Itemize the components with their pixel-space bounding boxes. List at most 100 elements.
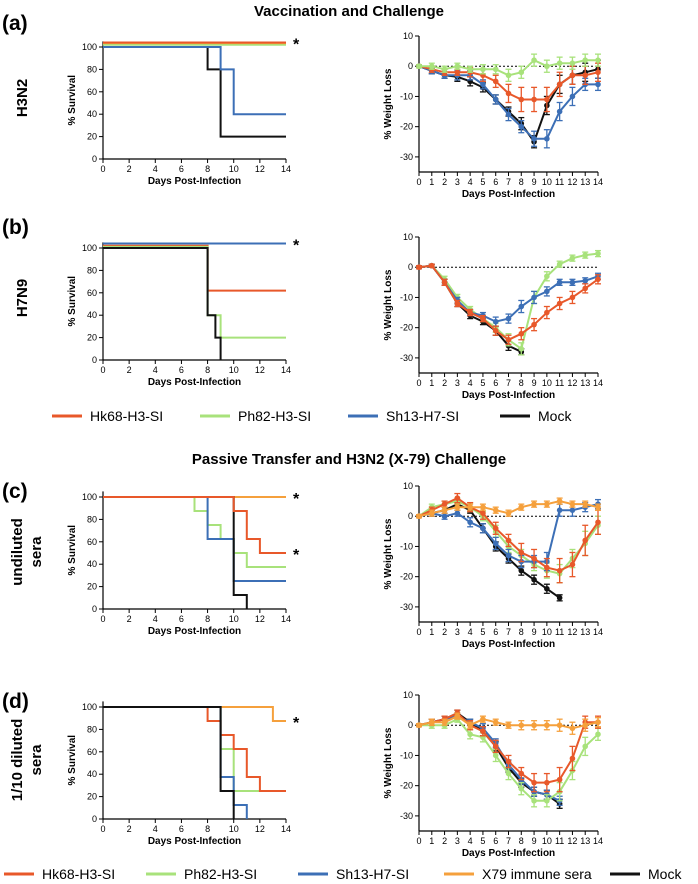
x-tick-label: 4 xyxy=(468,378,473,388)
x-axis-label: Days Post-Infection xyxy=(148,626,241,637)
x-tick-label: 3 xyxy=(455,177,460,187)
y-tick-label: -20 xyxy=(400,323,413,333)
data-point xyxy=(467,309,473,316)
y-tick-label: 10 xyxy=(403,690,413,700)
x-tick-label: 8 xyxy=(205,824,210,834)
data-point xyxy=(518,549,525,556)
y-tick-label: -30 xyxy=(400,602,413,612)
y-tick-label: 60 xyxy=(87,288,97,298)
x-tick-label: 7 xyxy=(506,177,511,187)
data-point xyxy=(492,96,499,103)
y-tick-label: -10 xyxy=(400,292,413,302)
x-tick-label: 2 xyxy=(442,177,447,187)
x-tick-label: 0 xyxy=(100,365,105,375)
x-tick-label: 4 xyxy=(153,365,158,375)
data-point xyxy=(544,273,550,280)
y-tick-label: -10 xyxy=(400,91,413,101)
data-point xyxy=(467,66,473,73)
survival-line xyxy=(103,706,286,792)
weight-line xyxy=(418,711,561,805)
y-tick-label: 80 xyxy=(87,265,97,275)
survival-line xyxy=(103,706,286,722)
legend-item-Sh13: Sh13-H7-SI xyxy=(348,408,459,424)
data-point xyxy=(480,315,486,322)
row-label-b: H7N9 xyxy=(14,279,31,317)
data-point xyxy=(531,96,537,103)
x-tick-label: 14 xyxy=(593,177,603,187)
data-point xyxy=(441,513,448,520)
x-tick-label: 2 xyxy=(442,627,447,637)
y-tick-label: 0 xyxy=(408,61,413,71)
x-tick-label: 2 xyxy=(127,824,132,834)
x-tick-label: 8 xyxy=(205,365,210,375)
x-tick-label: 14 xyxy=(281,164,291,174)
series-Ph82 xyxy=(103,496,286,568)
data-point xyxy=(569,561,576,568)
x-tick-label: 6 xyxy=(493,378,498,388)
data-point xyxy=(569,93,576,100)
x-tick-label: 13 xyxy=(580,378,590,388)
x-tick-label: 0 xyxy=(416,627,421,637)
data-point xyxy=(505,770,512,777)
series-Hk68 xyxy=(416,492,601,584)
data-point xyxy=(569,60,576,66)
data-point xyxy=(454,713,461,719)
series-X79 xyxy=(416,497,601,520)
data-point xyxy=(569,255,576,261)
x-axis-label: Days Post-Infection xyxy=(462,639,555,650)
row-label-a: H3N2 xyxy=(14,79,31,117)
data-point xyxy=(556,300,563,307)
series-Mock xyxy=(103,247,222,360)
data-point xyxy=(441,501,448,507)
y-tick-label: 0 xyxy=(408,720,413,730)
data-point xyxy=(467,731,473,738)
data-point xyxy=(505,552,512,559)
data-point xyxy=(595,276,601,283)
data-point xyxy=(595,731,601,738)
weight-line xyxy=(418,264,599,323)
series-Hk68 xyxy=(103,496,286,554)
y-tick-label: 20 xyxy=(87,132,97,142)
chart-c-survival: 0 20 40 60 80 100 0 2 4 6 8 10 12 14 Days Post-Infecti… xyxy=(67,491,300,637)
chart-a-survival: 0 20 40 60 80 100 0 2 4 6 8 10 12 14 Days Post-Infecti… xyxy=(67,37,300,187)
x-tick-label: 10 xyxy=(542,836,552,846)
data-point xyxy=(531,576,537,583)
x-tick-label: 9 xyxy=(532,627,537,637)
y-tick-label: 20 xyxy=(87,792,97,802)
data-point xyxy=(428,719,435,725)
section-title-top: Vaccination and Challenge xyxy=(254,3,444,20)
y-axis-label: % Survival xyxy=(67,735,78,786)
data-point xyxy=(454,510,461,516)
x-tick-label: 6 xyxy=(493,627,498,637)
data-point xyxy=(582,252,589,258)
x-tick-label: 7 xyxy=(506,378,511,388)
data-point xyxy=(492,752,499,759)
x-tick-label: 10 xyxy=(229,365,239,375)
data-point xyxy=(416,513,422,520)
x-tick-label: 8 xyxy=(519,378,524,388)
y-tick-label: 10 xyxy=(403,481,413,491)
legend-label: Hk68-H3-SI xyxy=(42,866,115,882)
legend-item-Ph82: Ph82-H3-SI xyxy=(200,408,311,424)
x-tick-label: 4 xyxy=(153,164,158,174)
x-tick-label: 2 xyxy=(442,836,447,846)
x-tick-label: 11 xyxy=(555,627,564,637)
series-Ph82 xyxy=(103,706,286,792)
data-point xyxy=(518,330,525,337)
data-point xyxy=(531,135,537,142)
legend-label: Sh13-H7-SI xyxy=(336,866,409,882)
x-tick-label: 1 xyxy=(429,836,434,846)
x-tick-label: 4 xyxy=(153,614,158,624)
data-point xyxy=(582,72,589,79)
x-axis-label: Days Post-Infection xyxy=(462,189,555,200)
data-point xyxy=(492,743,499,750)
x-tick-label: 6 xyxy=(179,614,184,624)
x-tick-label: 14 xyxy=(593,378,603,388)
data-point xyxy=(544,288,550,295)
data-point xyxy=(518,722,525,729)
x-tick-label: 14 xyxy=(281,365,291,375)
series-X79 xyxy=(416,712,601,735)
x-tick-label: 8 xyxy=(519,177,524,187)
x-tick-label: 5 xyxy=(480,627,485,637)
